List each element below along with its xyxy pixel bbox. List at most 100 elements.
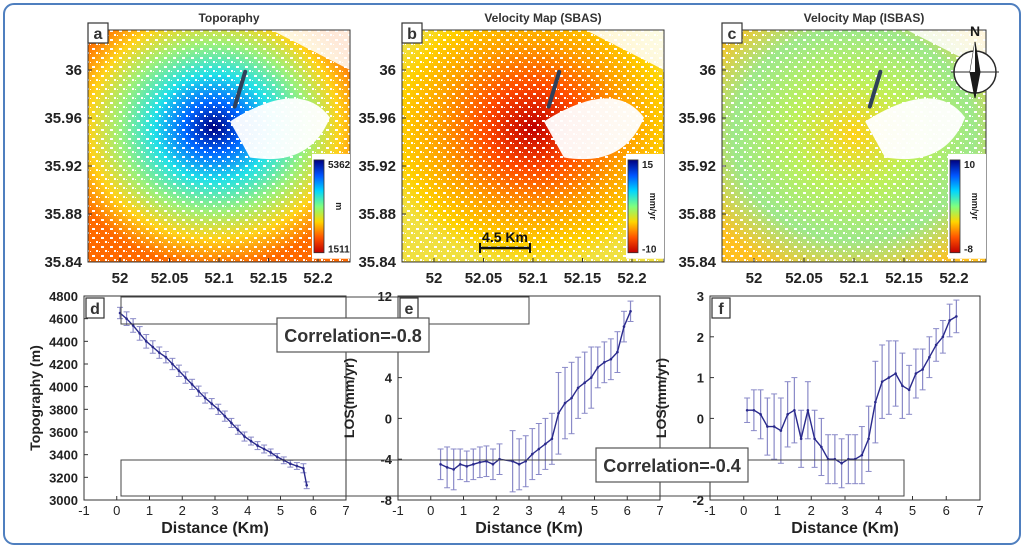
north-arrow: N xyxy=(951,23,999,99)
map-xtick-label: 52.1 xyxy=(839,270,868,287)
data-point xyxy=(622,325,626,328)
data-point xyxy=(478,460,482,464)
plot-ytick-label: 4400 xyxy=(49,334,78,349)
data-point xyxy=(517,463,521,466)
plot-ytick-label: 0 xyxy=(697,411,704,426)
plot-xtick-label: 5 xyxy=(591,503,598,518)
correlation-label-2: Correlation=-0.4 xyxy=(603,456,741,476)
panel-letter-box-b xyxy=(401,22,423,44)
panel-letter-e: e xyxy=(405,301,414,318)
panel-letter-c: c xyxy=(728,26,737,43)
data-point xyxy=(772,425,776,428)
data-point xyxy=(766,425,769,428)
map-nodata-b xyxy=(543,98,644,160)
data-point xyxy=(144,340,148,343)
plot-xtick-label: 2 xyxy=(179,503,186,518)
plot-xtick-label: 7 xyxy=(342,503,349,518)
map-ytick-label: 36 xyxy=(379,62,396,79)
data-point xyxy=(563,401,567,405)
data-point xyxy=(190,383,194,386)
plot-xtick-label: 1 xyxy=(146,503,153,518)
plot-xtick-label: 7 xyxy=(976,503,983,518)
data-point xyxy=(465,465,469,468)
data-point xyxy=(537,447,541,451)
data-point xyxy=(131,324,135,327)
data-point xyxy=(491,463,495,466)
data-point xyxy=(544,442,547,446)
panel-letter-d: d xyxy=(90,301,100,318)
data-point xyxy=(184,376,187,379)
plot-xtick-label: 1 xyxy=(460,503,467,518)
colorbar-unit-b: mm/yr xyxy=(648,193,658,221)
data-point xyxy=(230,421,233,425)
plot-xlabel-f: Distance (Km) xyxy=(791,520,899,537)
plot-ytick-label: 4000 xyxy=(49,380,78,395)
map-ytick-label: 35.92 xyxy=(44,158,82,175)
plot-xtick-label: 5 xyxy=(277,503,284,518)
map-xtick-label: 52.15 xyxy=(250,270,288,287)
data-point xyxy=(745,408,749,412)
data-point xyxy=(439,463,442,466)
data-point xyxy=(295,464,299,468)
plot-ytick-label: 4200 xyxy=(49,357,78,372)
data-point xyxy=(236,428,240,432)
colorbar-max-b: 15 xyxy=(642,160,654,171)
data-point xyxy=(151,345,155,349)
plot-ytick-label: 4800 xyxy=(49,289,78,304)
plot-ytick-label: 2 xyxy=(697,330,704,345)
data-point xyxy=(216,408,220,411)
colorbar-unit-c: mm/yr xyxy=(970,193,980,221)
data-point xyxy=(223,414,227,418)
data-point xyxy=(158,351,161,354)
data-point xyxy=(759,413,762,416)
plot-ytick-label: 3400 xyxy=(49,448,78,463)
plot-xtick-label: 6 xyxy=(943,503,950,518)
plot-ytick-label: 3 xyxy=(697,289,704,304)
profile-plots: -1 0 1 2 3 4 5 6 7300032003400360038004000420044… xyxy=(27,289,984,537)
data-point xyxy=(867,437,870,441)
data-point xyxy=(629,310,632,313)
data-point xyxy=(138,332,141,335)
map-ytick-label: 35.84 xyxy=(44,254,82,271)
data-point xyxy=(934,343,938,347)
data-point xyxy=(928,355,931,359)
correlation-label-box-2 xyxy=(595,447,749,483)
panel-letter-box-a xyxy=(87,22,109,44)
data-point xyxy=(609,357,613,361)
plot-xtick-label: 7 xyxy=(656,503,663,518)
map-ytick-label: 35.88 xyxy=(358,206,396,223)
data-point xyxy=(907,388,911,392)
map-title-b: Velocity Map (SBAS) xyxy=(484,11,601,25)
map-nodata-corner-b xyxy=(585,30,664,70)
colorbar-min-c: -8 xyxy=(964,245,973,256)
correlation-box-2: Correlation=-0.4 xyxy=(120,447,905,497)
plot-ytick-label: 3000 xyxy=(49,493,78,508)
colorbar-max-c: 10 xyxy=(964,160,976,171)
map-nodata-corner-a xyxy=(271,30,350,70)
north-arrow-half-icon xyxy=(970,42,975,72)
map-ytick-label: 35.92 xyxy=(678,158,716,175)
correlation-bracket-2 xyxy=(120,459,905,497)
map-xtick-label: 52.05 xyxy=(785,270,823,287)
map-ytick-label: 35.92 xyxy=(358,158,396,175)
map-panel-b: b Velocity Map (SBAS) 36 35.96 35.92 35.88 35.… xyxy=(358,11,665,287)
data-point xyxy=(583,381,586,385)
data-point xyxy=(203,396,207,400)
data-point xyxy=(171,362,174,366)
plot-d: -1 0 1 2 3 4 5 6 7 3000 3200 3400 3600 3800 4000 4200 44… xyxy=(27,289,350,537)
data-point xyxy=(243,435,246,438)
plot-xlabel-d: Distance (Km) xyxy=(161,520,269,537)
map-speckle-b xyxy=(402,30,664,262)
plot-xtick-label: 1 xyxy=(774,503,781,518)
data-point xyxy=(806,408,810,412)
plot-ylabel-e: LOS(mm/yr) xyxy=(341,358,357,438)
map-ytick-label: 35.84 xyxy=(358,254,396,271)
data-point xyxy=(472,463,475,466)
map-ytick-label: 36 xyxy=(65,62,82,79)
plot-ytick-label: 3600 xyxy=(49,425,78,440)
data-point xyxy=(550,437,554,441)
data-point xyxy=(576,386,580,390)
data-point xyxy=(249,439,253,443)
map-title-a: Toporaphy xyxy=(198,11,259,25)
